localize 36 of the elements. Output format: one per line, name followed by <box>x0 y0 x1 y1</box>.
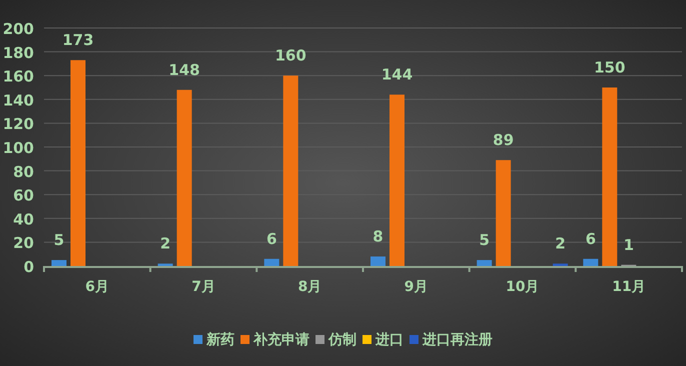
data-label: 8 <box>372 227 384 246</box>
legend-label: 进口 <box>374 332 404 348</box>
data-label: 2 <box>555 234 566 253</box>
data-label: 6 <box>585 230 596 248</box>
y-tick-label: 120 <box>2 115 34 134</box>
x-tick-label: 6月 <box>85 279 110 295</box>
x-tick-label: 7月 <box>192 279 216 295</box>
y-tick-label: 140 <box>2 91 34 110</box>
data-label: 89 <box>492 131 514 150</box>
y-tick-label: 200 <box>2 20 34 38</box>
y-tick-label: 40 <box>13 210 34 228</box>
data-label: 6 <box>266 230 277 248</box>
legend-label: 进口再注册 <box>422 331 492 348</box>
y-tick-label: 0 <box>24 258 34 276</box>
y-tick-label: 20 <box>13 234 34 252</box>
data-label: 2 <box>160 234 171 253</box>
x-tick-label: 10月 <box>506 279 540 295</box>
data-label: 160 <box>275 46 306 65</box>
legend-label: 补充申请 <box>252 331 310 348</box>
y-tick-label: 60 <box>13 186 34 205</box>
x-tick-label: 11月 <box>612 279 646 295</box>
x-tick-label: 9月 <box>404 279 428 295</box>
data-label: 5 <box>54 231 64 250</box>
x-tick-label: 8月 <box>298 279 322 295</box>
legend-label: 新药 <box>206 331 234 348</box>
data-label: 150 <box>594 58 626 76</box>
data-label: 144 <box>381 66 413 84</box>
data-label: 5 <box>479 231 490 250</box>
y-tick-label: 180 <box>2 44 34 62</box>
y-tick-label: 100 <box>2 139 34 157</box>
legend-label: 仿制 <box>328 332 356 348</box>
data-label: 173 <box>62 31 94 50</box>
y-tick-label: 160 <box>2 68 34 86</box>
data-label: 148 <box>168 60 200 79</box>
data-label: 1 <box>623 236 634 254</box>
y-tick-label: 80 <box>13 162 34 181</box>
